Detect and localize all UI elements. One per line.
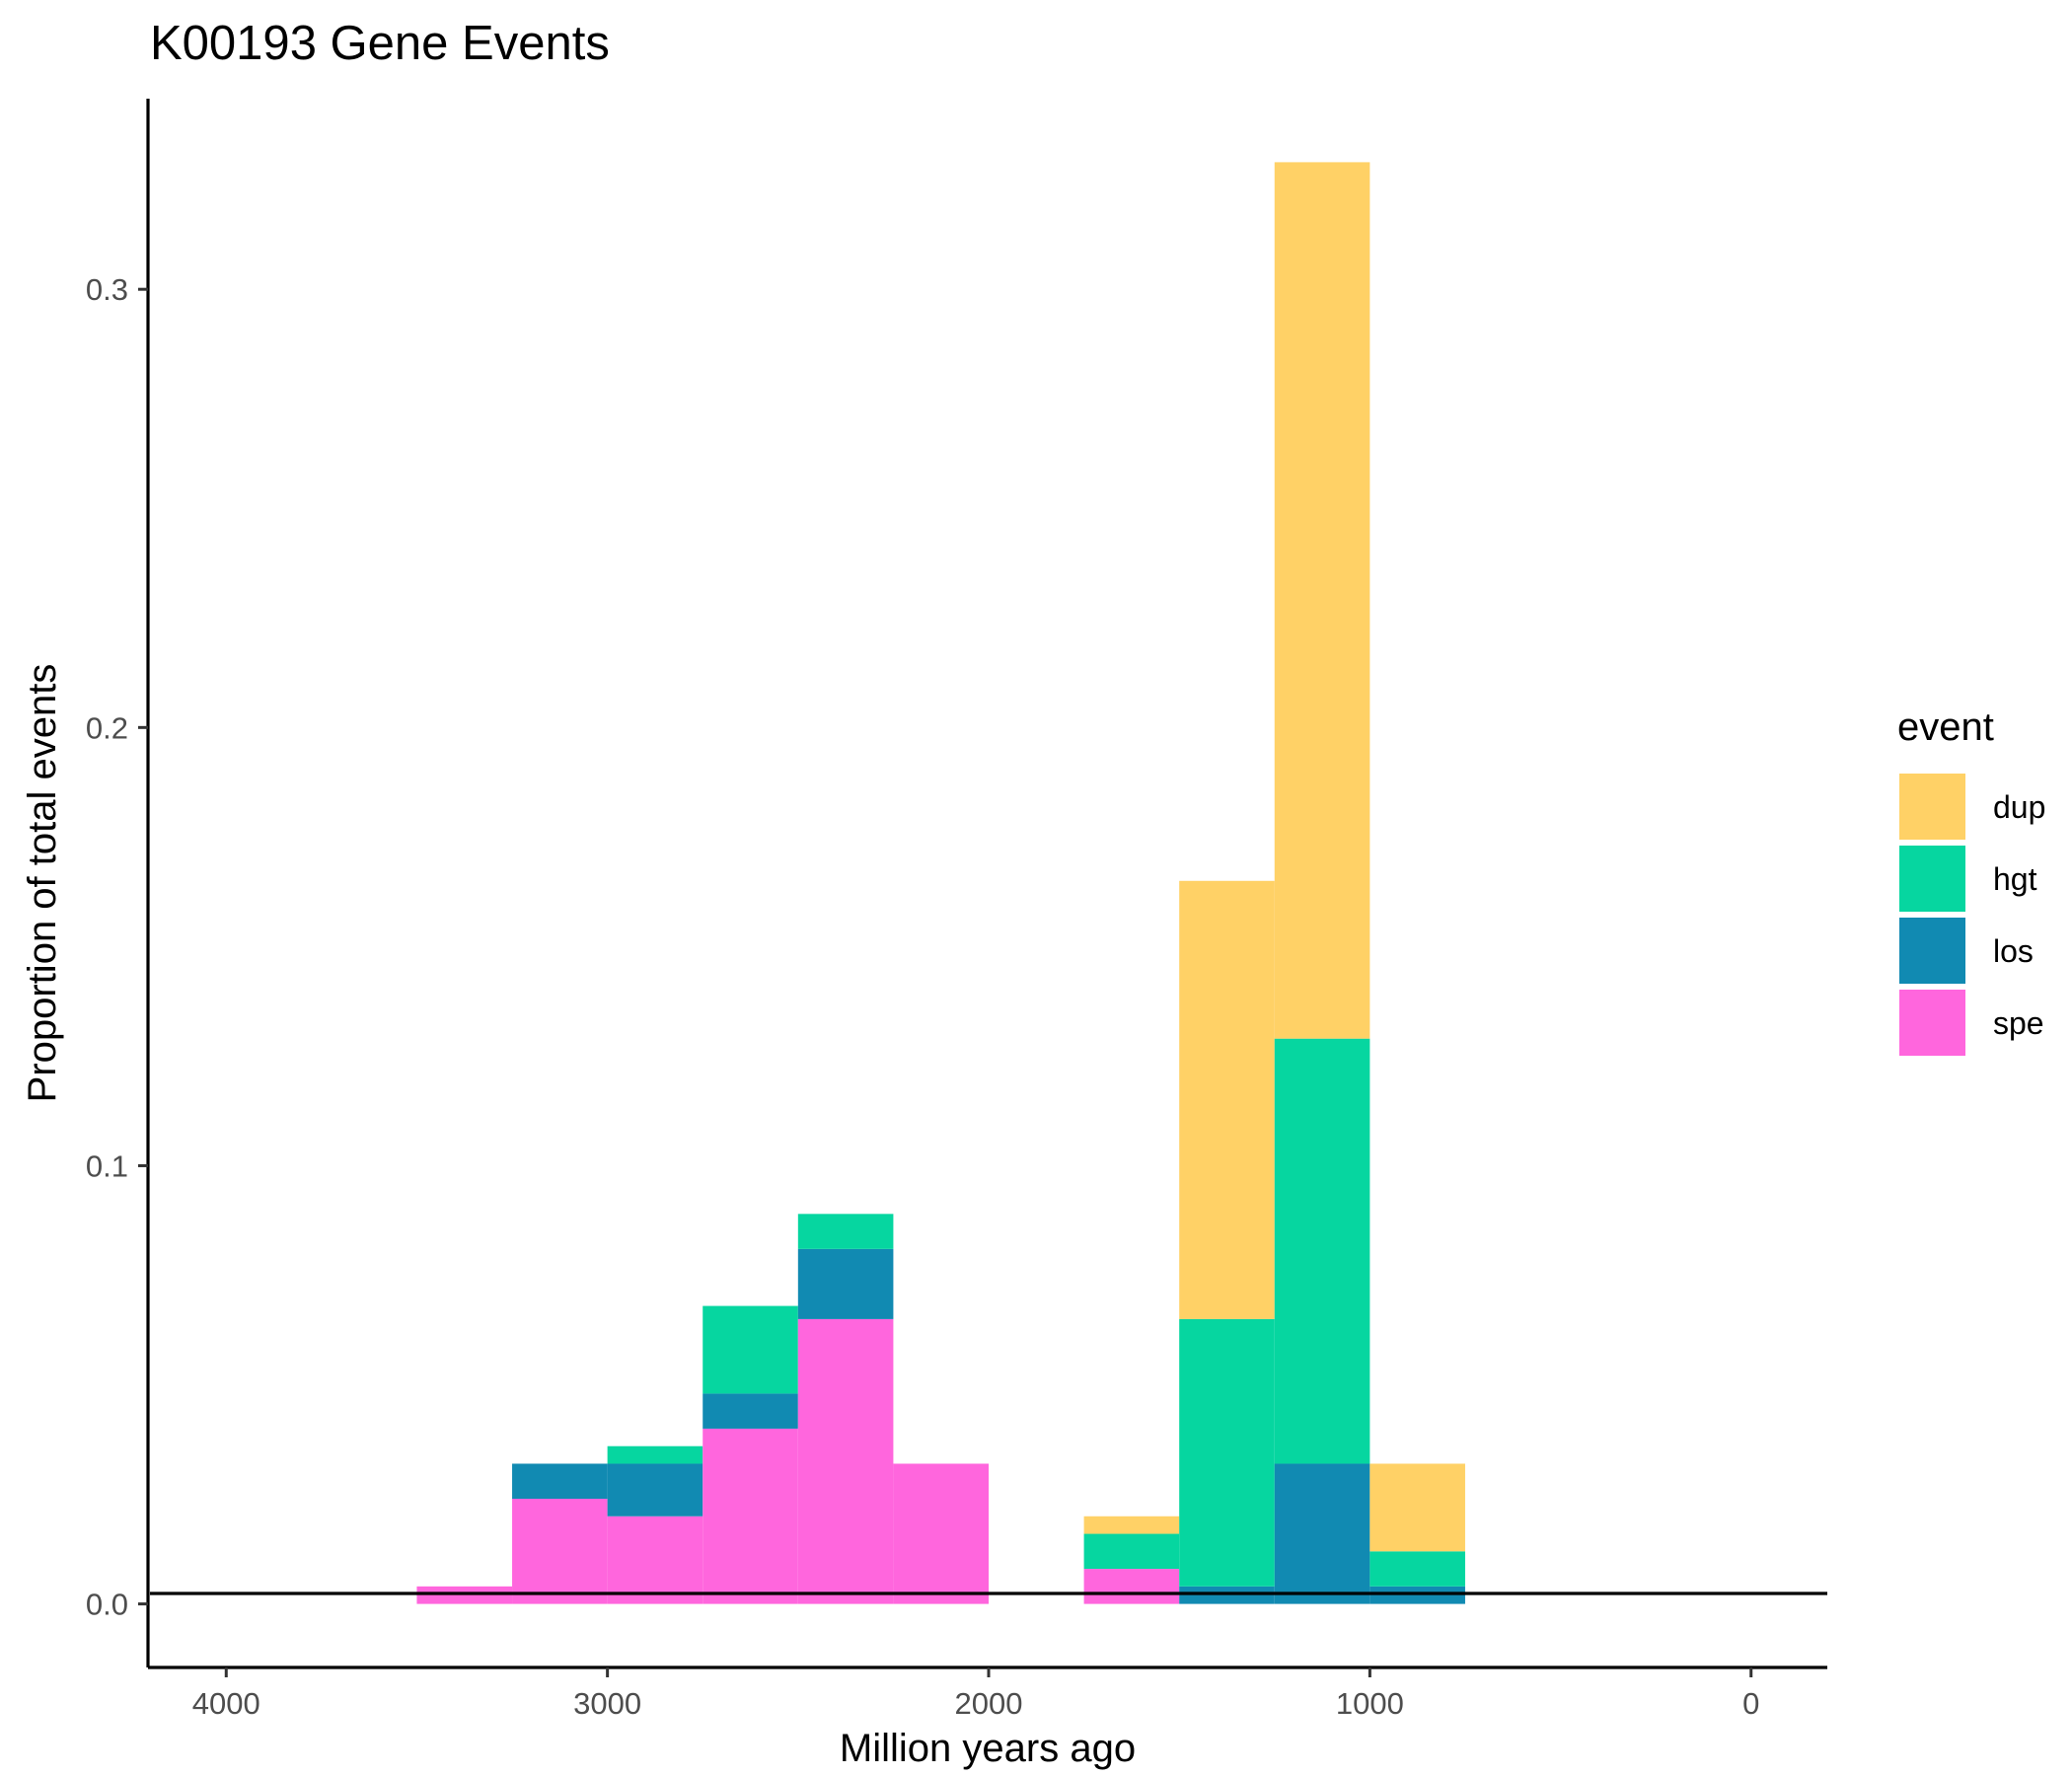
bar-los-2 [607,1463,703,1517]
bars-layer [416,162,1465,1604]
x-tick-label: 0 [1742,1686,1759,1721]
legend-key-spe [1899,990,1965,1056]
x-tick-label: 3000 [573,1686,641,1721]
bar-los-1 [512,1463,608,1500]
y-tick-label: 0.2 [86,710,128,745]
x-tick-label: 4000 [192,1686,260,1721]
legend-key-los [1899,918,1965,984]
legend-label-dup: dup [1993,789,2045,825]
bar-dup-10 [1369,1463,1465,1552]
bar-los-8 [1179,1586,1275,1604]
bar-dup-9 [1274,162,1370,1039]
bar-hgt-7 [1083,1533,1180,1570]
y-tick-label: 0.1 [86,1148,128,1183]
y-axis-title: Proportion of total events [21,664,64,1103]
bar-spe-5 [893,1463,989,1604]
bar-spe-4 [797,1318,894,1604]
x-tick-label: 2000 [955,1686,1023,1721]
bar-los-10 [1369,1586,1465,1604]
legend-label-hgt: hgt [1993,861,2037,897]
bar-spe-7 [1083,1569,1180,1604]
legend-title: event [1897,705,1994,749]
bar-spe-1 [512,1499,608,1604]
legend-items: dup hgt los spe [1899,774,2045,1056]
bar-hgt-4 [797,1214,894,1249]
bar-hgt-8 [1179,1318,1275,1587]
bar-hgt-3 [703,1305,798,1394]
bar-hgt-9 [1274,1038,1370,1464]
x-axis-title: Million years ago [840,1727,1136,1770]
y-tick-label: 0.3 [86,272,128,307]
bar-los-3 [703,1393,798,1429]
bar-hgt-10 [1369,1551,1465,1587]
x-axis-ticks: 4000 3000 2000 1000 0 [192,1667,1759,1721]
y-axis-ticks: 0.0 0.1 0.2 0.3 [86,272,148,1622]
legend-key-dup [1899,774,1965,840]
bar-dup-7 [1083,1516,1180,1534]
legend-label-los: los [1993,933,2034,969]
bar-hgt-2 [607,1445,703,1464]
bar-spe-2 [607,1516,703,1604]
legend-key-hgt [1899,846,1965,912]
bar-los-9 [1274,1463,1370,1604]
bar-dup-8 [1179,880,1275,1319]
legend-label-spe: spe [1993,1005,2044,1041]
x-tick-label: 1000 [1336,1686,1404,1721]
chart-title: K00193 Gene Events [150,17,610,70]
bar-spe-3 [703,1428,798,1604]
legend: event dup hgt los spe [1897,705,2045,1056]
bar-spe-0 [416,1586,513,1604]
bar-los-4 [797,1248,894,1319]
y-tick-label: 0.0 [86,1588,128,1622]
